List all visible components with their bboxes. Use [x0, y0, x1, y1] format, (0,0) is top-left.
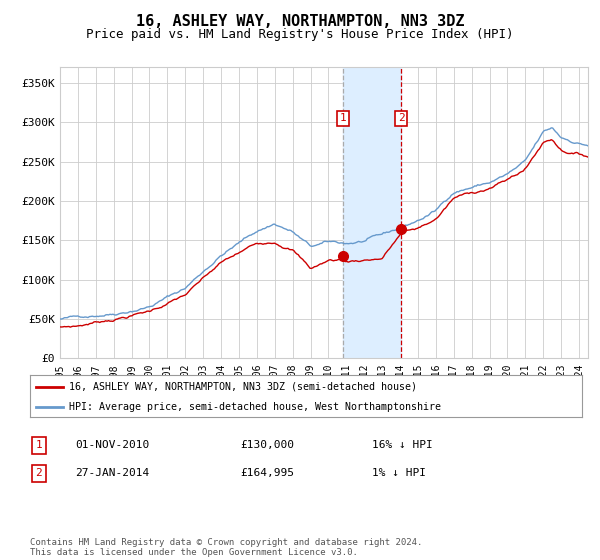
Text: £164,995: £164,995: [240, 468, 294, 478]
Text: 16, ASHLEY WAY, NORTHAMPTON, NN3 3DZ: 16, ASHLEY WAY, NORTHAMPTON, NN3 3DZ: [136, 14, 464, 29]
Text: 2: 2: [35, 468, 43, 478]
Text: 1: 1: [340, 113, 347, 123]
Text: £130,000: £130,000: [240, 440, 294, 450]
Text: 01-NOV-2010: 01-NOV-2010: [75, 440, 149, 450]
Text: 1% ↓ HPI: 1% ↓ HPI: [372, 468, 426, 478]
Text: Price paid vs. HM Land Registry's House Price Index (HPI): Price paid vs. HM Land Registry's House …: [86, 28, 514, 41]
Text: 27-JAN-2014: 27-JAN-2014: [75, 468, 149, 478]
Text: HPI: Average price, semi-detached house, West Northamptonshire: HPI: Average price, semi-detached house,…: [68, 402, 440, 412]
Bar: [343, 67, 401, 358]
Text: 16, ASHLEY WAY, NORTHAMPTON, NN3 3DZ (semi-detached house): 16, ASHLEY WAY, NORTHAMPTON, NN3 3DZ (se…: [68, 382, 416, 392]
Text: 2: 2: [398, 113, 404, 123]
Text: 1: 1: [35, 440, 43, 450]
Text: Contains HM Land Registry data © Crown copyright and database right 2024.
This d: Contains HM Land Registry data © Crown c…: [30, 538, 422, 557]
Text: 16% ↓ HPI: 16% ↓ HPI: [372, 440, 433, 450]
